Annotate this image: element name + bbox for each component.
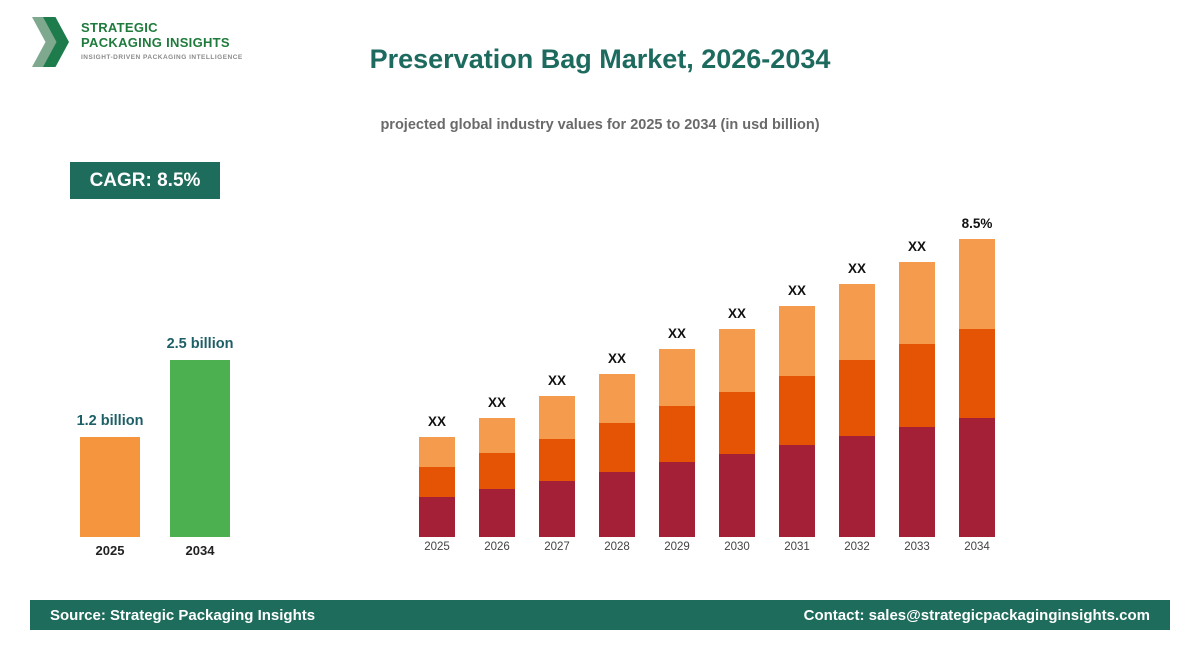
bar-segment-bottom bbox=[719, 454, 755, 537]
bar-segment-middle bbox=[839, 360, 875, 436]
bar-segment-top bbox=[959, 239, 995, 329]
bar-segment-middle bbox=[659, 406, 695, 462]
bar-value-label: XX bbox=[487, 395, 506, 410]
logo-tagline: INSIGHT-DRIVEN PACKAGING INTELLIGENCE bbox=[81, 54, 243, 61]
bar-value-label: XX bbox=[547, 373, 566, 388]
year-label: 2029 bbox=[664, 541, 690, 553]
year-label: 2026 bbox=[484, 541, 510, 553]
bar-segment-middle bbox=[539, 439, 575, 481]
comparison-year-label: 2034 bbox=[185, 543, 215, 558]
bar-segment-bottom bbox=[959, 418, 995, 537]
bar-segment-top bbox=[779, 306, 815, 376]
year-label: 2033 bbox=[904, 541, 930, 553]
bar-segment-bottom bbox=[839, 436, 875, 537]
bar-segment-bottom bbox=[779, 445, 815, 537]
bar-segment-middle bbox=[479, 453, 515, 489]
logo-line2: PACKAGING INSIGHTS bbox=[81, 35, 230, 50]
bar-segment-top bbox=[899, 262, 935, 344]
comparison-chart: 1.2 billion 2025 2.5 billion 2034 bbox=[68, 325, 238, 565]
footer-source: Source: Strategic Packaging Insights bbox=[50, 606, 316, 624]
bar-segment-middle bbox=[419, 467, 455, 497]
bar-value-label: XX bbox=[907, 239, 926, 254]
bar-segment-middle bbox=[959, 329, 995, 418]
year-label: 2025 bbox=[424, 541, 450, 553]
bar-value-label: 8.5% bbox=[961, 216, 993, 231]
bar-value-label: XX bbox=[727, 306, 746, 321]
footer-contact: Contact: sales@strategicpackaginginsight… bbox=[803, 606, 1150, 624]
bar-segment-middle bbox=[899, 344, 935, 427]
bar-segment-top bbox=[419, 437, 455, 467]
bar-segment-top bbox=[719, 329, 755, 392]
stacked-bar-chart: XX 2025 XX 2026 XX 2027 XX 2028 XX 2029 XX 2030 XX 20… bbox=[415, 200, 995, 565]
year-label: 2034 bbox=[964, 541, 990, 553]
logo-text: STRATEGIC PACKAGING INSIGHTS INSIGHT-DRI… bbox=[81, 14, 243, 61]
footer: Source: Strategic Packaging Insights Con… bbox=[30, 600, 1170, 630]
bar-segment-top bbox=[839, 284, 875, 360]
year-label: 2028 bbox=[604, 541, 630, 553]
year-label: 2030 bbox=[724, 541, 750, 553]
bar-segment-top bbox=[479, 418, 515, 453]
bar-segment-middle bbox=[779, 376, 815, 445]
bar-value-label: XX bbox=[667, 326, 686, 341]
bar-value-label: XX bbox=[847, 261, 866, 276]
cagr-badge: CAGR: 8.5% bbox=[70, 162, 220, 199]
page-title: Preservation Bag Market, 2026-2034 bbox=[369, 44, 831, 74]
year-label: 2027 bbox=[544, 541, 570, 553]
bar-segment-bottom bbox=[479, 489, 515, 537]
bar-value-label: XX bbox=[787, 283, 806, 298]
bar-value-label: XX bbox=[607, 351, 626, 366]
bar-segment-middle bbox=[719, 392, 755, 454]
logo: STRATEGIC PACKAGING INSIGHTS INSIGHT-DRI… bbox=[30, 14, 243, 70]
bar-value-label: XX bbox=[427, 414, 446, 429]
bar-segment-bottom bbox=[419, 497, 455, 537]
bar-segment-bottom bbox=[599, 472, 635, 537]
year-label: 2031 bbox=[784, 541, 810, 553]
comparison-value-label: 2.5 billion bbox=[166, 336, 234, 352]
bar-segment-bottom bbox=[659, 462, 695, 537]
page-subtitle: projected global industry values for 202… bbox=[380, 117, 820, 133]
bar-segment-bottom bbox=[899, 427, 935, 537]
bar-segment-bottom bbox=[539, 481, 575, 537]
logo-chevron-icon bbox=[30, 14, 72, 70]
bar-segment-middle bbox=[599, 423, 635, 472]
logo-line1: STRATEGIC bbox=[81, 20, 158, 35]
bar-segment-top bbox=[659, 349, 695, 406]
year-label: 2032 bbox=[844, 541, 870, 553]
comparison-year-label: 2025 bbox=[95, 543, 125, 558]
bar-segment-top bbox=[539, 396, 575, 439]
comparison-value-label: 1.2 billion bbox=[76, 413, 144, 429]
comparison-bar-2025 bbox=[80, 437, 140, 537]
comparison-bar-2034 bbox=[170, 360, 230, 537]
bar-segment-top bbox=[599, 374, 635, 423]
